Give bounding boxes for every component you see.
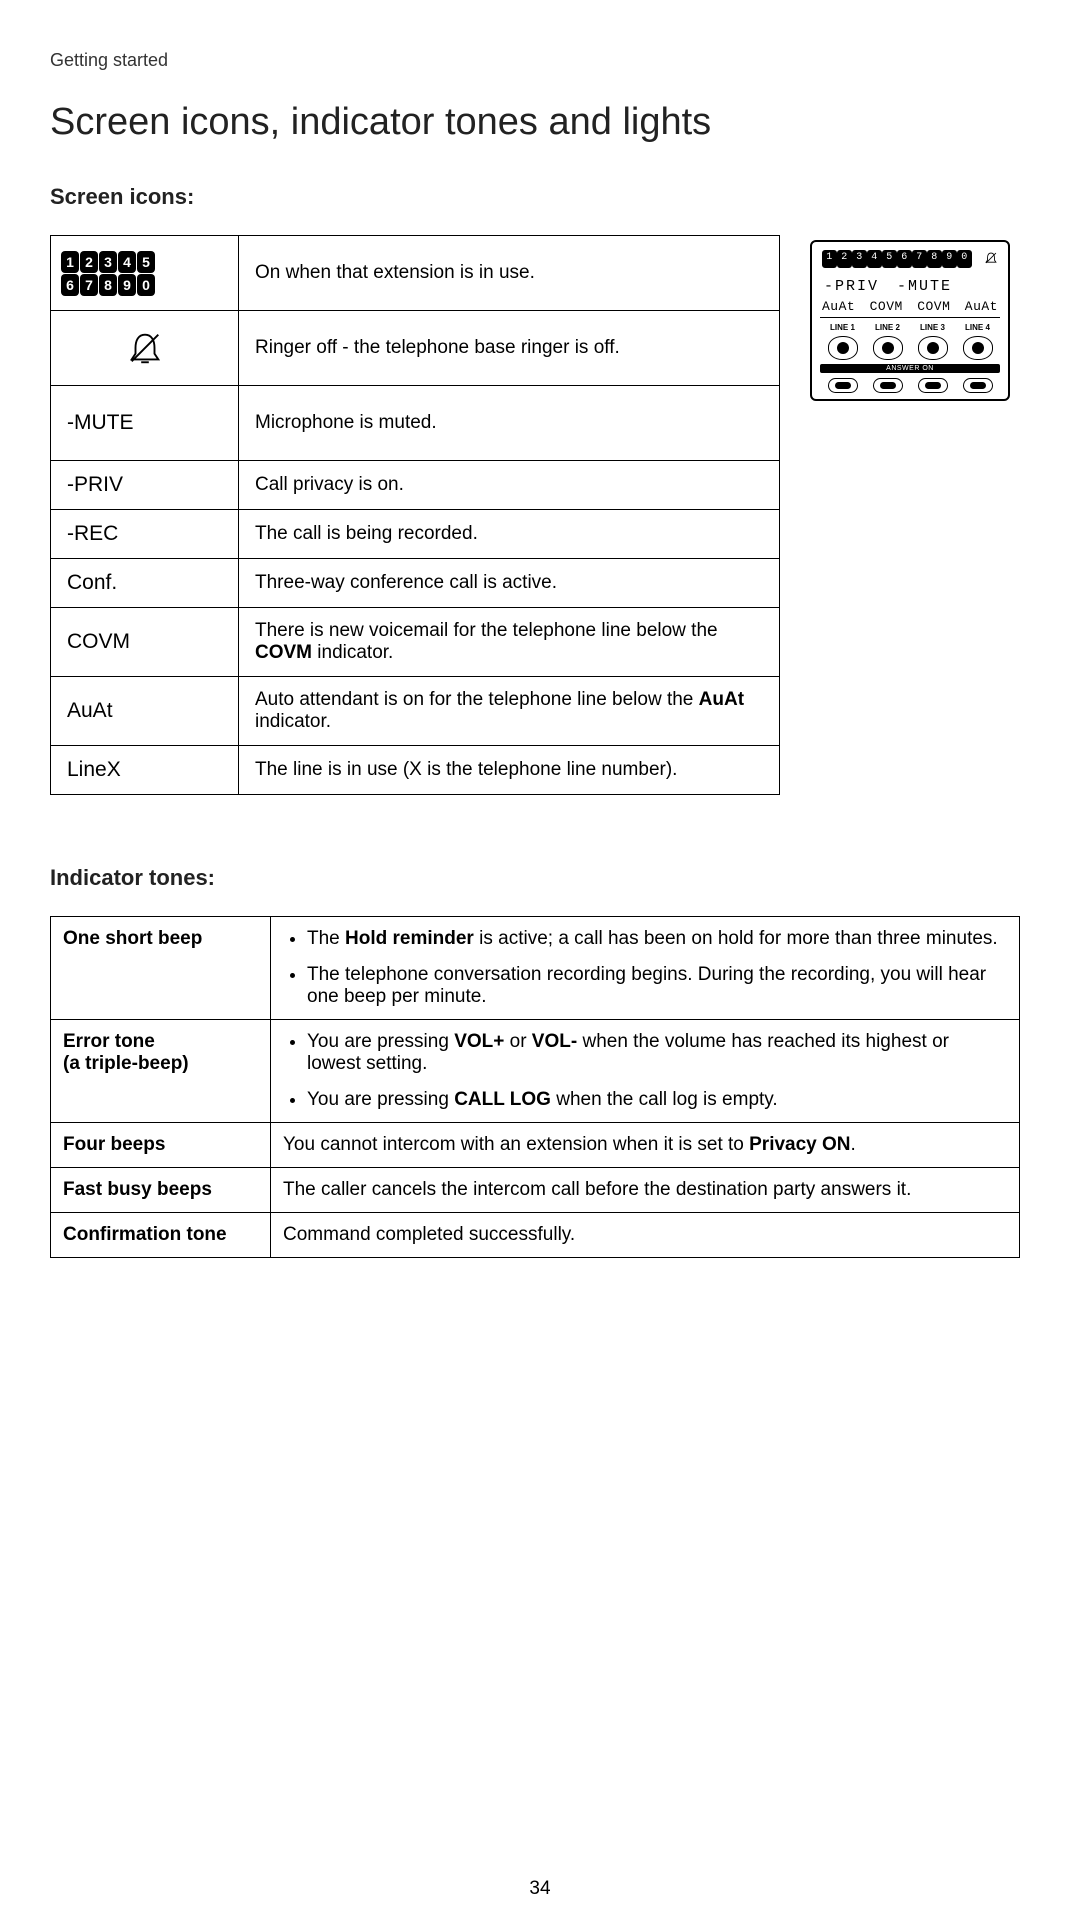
icon-desc: The call is being recorded. (239, 510, 780, 559)
icon-cell: COVM (51, 608, 239, 677)
screen-icons-heading: Screen icons: (50, 184, 1030, 210)
screen-icons-table: 1234567890On when that extension is in u… (50, 235, 780, 795)
icon-cell (51, 311, 239, 386)
icon-desc: Auto attendant is on for the telephone l… (239, 677, 780, 746)
tone-label: Fast busy beeps (51, 1168, 271, 1213)
page-title: Screen icons, indicator tones and lights (50, 101, 1030, 144)
tone-desc: Command completed successfully. (271, 1213, 1020, 1258)
bell-off-icon (984, 251, 998, 265)
icon-cell: -PRIV (51, 461, 239, 510)
tone-label: One short beep (51, 917, 271, 1020)
icon-desc: Microphone is muted. (239, 386, 780, 461)
icon-cell: -REC (51, 510, 239, 559)
icon-cell: LineX (51, 746, 239, 795)
tone-desc: The Hold reminder is active; a call has … (271, 917, 1020, 1020)
tone-label: Four beeps (51, 1123, 271, 1168)
bell-off-icon (126, 329, 164, 367)
tone-label: Error tone(a triple-beep) (51, 1020, 271, 1123)
indicator-tones-table: One short beepThe Hold reminder is activ… (50, 916, 1020, 1258)
tone-desc: You are pressing VOL+ or VOL- when the v… (271, 1020, 1020, 1123)
tone-desc: The caller cancels the intercom call bef… (271, 1168, 1020, 1213)
icon-cell: Conf. (51, 559, 239, 608)
page-header: Getting started (50, 50, 1030, 71)
icon-desc: Call privacy is on. (239, 461, 780, 510)
icon-cell: 1234567890 (51, 236, 239, 311)
icon-desc: On when that extension is in use. (239, 236, 780, 311)
icon-cell: -MUTE (51, 386, 239, 461)
tone-label: Confirmation tone (51, 1213, 271, 1258)
indicator-tones-heading: Indicator tones: (50, 865, 1030, 891)
icon-cell: AuAt (51, 677, 239, 746)
icon-desc: The line is in use (X is the telephone l… (239, 746, 780, 795)
icon-desc: Ringer off - the telephone base ringer i… (239, 311, 780, 386)
page-number: 34 (50, 1878, 1030, 1900)
icon-desc: There is new voicemail for the telephone… (239, 608, 780, 677)
icon-desc: Three-way conference call is active. (239, 559, 780, 608)
tone-desc: You cannot intercom with an extension wh… (271, 1123, 1020, 1168)
phone-display-illustration: 1234567890 -PRIV-MUTE AuAtCOVMCOVMAuAt L… (810, 240, 1010, 401)
